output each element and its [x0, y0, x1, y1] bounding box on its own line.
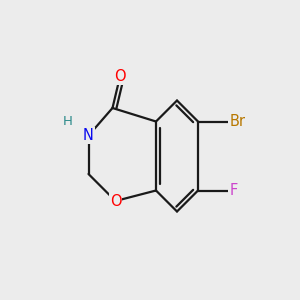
Text: Br: Br	[230, 114, 245, 129]
Text: H: H	[63, 115, 72, 128]
Text: O: O	[114, 69, 126, 84]
Text: F: F	[230, 183, 238, 198]
Text: O: O	[110, 194, 121, 208]
Text: N: N	[83, 128, 94, 143]
